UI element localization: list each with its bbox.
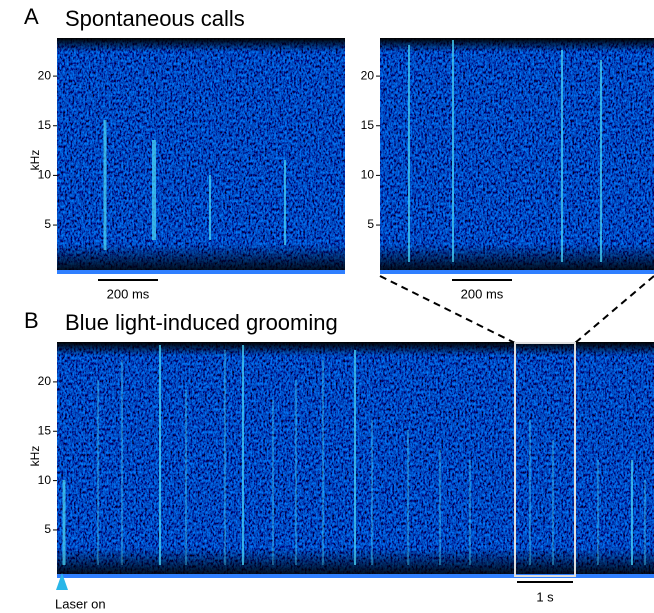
zoom-line	[574, 275, 654, 344]
y-tick-label: 5	[367, 217, 374, 231]
y-tick-label: 5	[44, 217, 51, 231]
annotation: Laser on	[55, 596, 106, 611]
panel-label: B	[24, 308, 39, 333]
y-axis-label: kHz	[28, 446, 42, 467]
y-tick-label: 20	[361, 68, 375, 82]
y-tick-label: 10	[38, 473, 52, 487]
baseline	[57, 270, 345, 274]
scale-bar-label: 1 s	[536, 589, 554, 604]
panel-title: Spontaneous calls	[65, 6, 245, 31]
panel-title: Blue light-induced grooming	[65, 310, 338, 335]
y-tick-label: 15	[38, 423, 52, 437]
shade	[57, 342, 654, 356]
shade	[380, 244, 654, 270]
y-tick-label: 15	[38, 118, 52, 132]
shade	[57, 38, 345, 52]
zoom-line	[379, 275, 516, 344]
spectrogram	[57, 342, 654, 578]
y-axis-label: kHz	[28, 150, 42, 171]
spectrogram-noise	[57, 38, 345, 274]
y-tick-label: 10	[361, 168, 375, 182]
shade	[57, 244, 345, 270]
spectrograms	[57, 38, 654, 578]
y-tick-label: 10	[38, 168, 52, 182]
y-tick-label: 15	[361, 118, 375, 132]
laser-marker	[56, 573, 68, 590]
scale-bar-label: 200 ms	[461, 286, 504, 301]
y-tick-label: 5	[44, 522, 51, 536]
spectrogram	[380, 38, 654, 274]
panel-label: A	[24, 4, 39, 29]
y-tick-label: 20	[38, 68, 52, 82]
shade	[380, 38, 654, 52]
y-tick-label: 20	[38, 374, 52, 388]
spectrogram-noise	[380, 38, 654, 274]
spectrogram	[57, 38, 345, 274]
baseline	[380, 270, 654, 274]
zoom-box	[514, 342, 576, 577]
baseline	[57, 574, 654, 578]
scale-bar-label: 200 ms	[107, 286, 150, 301]
